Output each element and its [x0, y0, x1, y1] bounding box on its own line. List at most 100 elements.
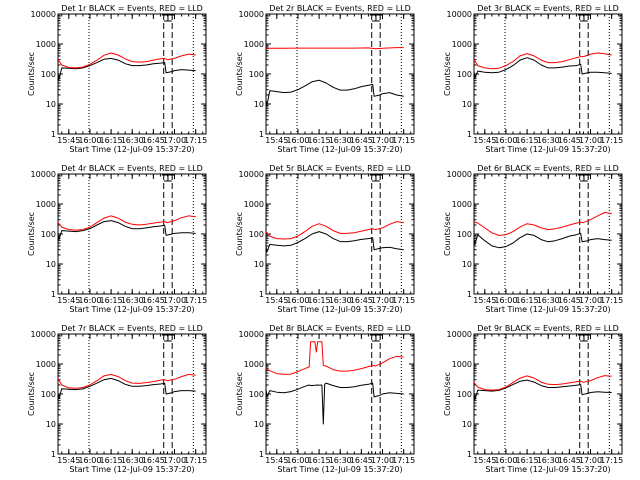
- panel-title: Det 9r BLACK = Events, RED = LLD: [477, 324, 619, 333]
- interval-marker: [161, 174, 174, 182]
- y-axis-label: Counts/sec: [27, 372, 36, 416]
- x-tick-label: 17:15: [392, 296, 415, 305]
- y-tick-label: 10000: [31, 10, 56, 19]
- events-series-line: [473, 232, 612, 249]
- x-axis-label: Start Time (12-Jul-09 15:37:20): [69, 465, 194, 474]
- lld-series-line: [57, 215, 196, 231]
- x-tick-label: 16:30: [537, 456, 560, 465]
- y-tick-label: 1: [467, 450, 472, 459]
- interval-marker: [369, 334, 382, 342]
- lld-series-line: [473, 375, 612, 391]
- y-tick-label: 10: [254, 260, 264, 269]
- events-series-line: [57, 220, 196, 241]
- x-tick-label: 16:00: [78, 296, 101, 305]
- y-tick-label: 1: [259, 130, 264, 139]
- x-tick-label: 17:15: [392, 456, 415, 465]
- events-series-line: [473, 379, 612, 401]
- x-tick-label: 16:45: [558, 296, 581, 305]
- x-tick-label: 16:15: [308, 296, 331, 305]
- x-axis-label: Start Time (12-Jul-09 15:37:20): [69, 305, 194, 314]
- plot-frame: [57, 333, 207, 455]
- lld-series-line: [473, 52, 612, 70]
- events-series-line: [265, 382, 404, 425]
- x-tick-label: 16:45: [350, 456, 373, 465]
- detector-panel: Det 3r BLACK = Events, RED = LLD 1 10 100 10…: [443, 4, 623, 154]
- y-tick-label: 10: [46, 420, 56, 429]
- x-tick-label: 16:45: [350, 296, 373, 305]
- y-tick-label: 10000: [239, 330, 264, 339]
- y-axis-label: Counts/sec: [235, 212, 244, 256]
- y-tick-label: 1000: [36, 360, 56, 369]
- y-axis-label: Counts/sec: [443, 52, 452, 96]
- x-tick-label: 17:15: [600, 136, 623, 145]
- y-tick-label: 10: [46, 100, 56, 109]
- x-tick-label: 17:15: [184, 456, 207, 465]
- panel-title: Det 1r BLACK = Events, RED = LLD: [61, 4, 203, 13]
- x-axis-label: Start Time (12-Jul-09 15:37:20): [277, 145, 402, 154]
- y-tick-label: 100: [41, 70, 56, 79]
- y-tick-label: 10000: [239, 170, 264, 179]
- plot-frame: [57, 13, 207, 135]
- lld-series-line: [57, 52, 196, 69]
- plot-frame: [473, 333, 623, 455]
- x-tick-label: 16:15: [516, 136, 539, 145]
- y-tick-label: 100: [457, 70, 472, 79]
- panel-title: Det 2r BLACK = Events, RED = LLD: [269, 4, 411, 13]
- x-tick-label: 16:45: [142, 456, 165, 465]
- interval-marker: [577, 14, 590, 22]
- x-tick-label: 16:30: [329, 296, 352, 305]
- x-tick-label: 16:30: [537, 296, 560, 305]
- lld-series-line: [265, 221, 404, 240]
- y-tick-label: 10000: [447, 10, 472, 19]
- x-axis-label: Start Time (12-Jul-09 15:37:20): [485, 145, 610, 154]
- y-tick-label: 1: [51, 130, 56, 139]
- x-tick-label: 17:00: [371, 456, 394, 465]
- y-tick-label: 1: [51, 450, 56, 459]
- y-tick-label: 10: [254, 100, 264, 109]
- y-tick-label: 10: [254, 420, 264, 429]
- y-tick-label: 1: [467, 290, 472, 299]
- y-tick-label: 10000: [447, 330, 472, 339]
- detector-panel: Det 8r BLACK = Events, RED = LLD 1 10 100 10…: [235, 324, 415, 474]
- y-tick-label: 10: [462, 420, 472, 429]
- events-series-line: [57, 377, 196, 400]
- x-tick-label: 16:30: [329, 456, 352, 465]
- x-tick-label: 16:15: [100, 296, 123, 305]
- y-axis-label: Counts/sec: [27, 52, 36, 96]
- plot-frame: [265, 173, 415, 295]
- x-tick-label: 16:45: [142, 296, 165, 305]
- y-tick-label: 10000: [447, 170, 472, 179]
- y-tick-label: 100: [41, 230, 56, 239]
- x-tick-label: 16:15: [308, 136, 331, 145]
- x-tick-label: 16:00: [494, 456, 517, 465]
- x-tick-label: 15:45: [473, 136, 496, 145]
- x-tick-label: 16:45: [558, 136, 581, 145]
- x-tick-label: 16:00: [78, 456, 101, 465]
- panel-title: Det 5r BLACK = Events, RED = LLD: [269, 164, 411, 173]
- x-tick-label: 15:45: [57, 136, 80, 145]
- x-tick-label: 16:15: [516, 456, 539, 465]
- x-axis-label: Start Time (12-Jul-09 15:37:20): [485, 465, 610, 474]
- x-tick-label: 16:30: [329, 136, 352, 145]
- x-tick-label: 16:15: [516, 296, 539, 305]
- x-tick-label: 16:15: [100, 136, 123, 145]
- detector-panel: Det 4r BLACK = Events, RED = LLD 1 10 100 10…: [27, 164, 207, 314]
- y-tick-label: 1: [259, 290, 264, 299]
- x-tick-label: 17:00: [163, 296, 186, 305]
- x-tick-label: 15:45: [473, 296, 496, 305]
- x-tick-label: 16:00: [494, 296, 517, 305]
- y-tick-label: 1000: [244, 200, 264, 209]
- x-tick-label: 17:00: [579, 136, 602, 145]
- x-tick-label: 16:00: [494, 136, 517, 145]
- y-axis-label: Counts/sec: [235, 52, 244, 96]
- x-tick-label: 17:00: [579, 456, 602, 465]
- interval-marker: [369, 14, 382, 22]
- x-axis-label: Start Time (12-Jul-09 15:37:20): [277, 465, 402, 474]
- y-tick-label: 1000: [36, 40, 56, 49]
- events-series-line: [57, 57, 196, 81]
- y-tick-label: 100: [41, 390, 56, 399]
- x-tick-label: 17:15: [184, 296, 207, 305]
- x-tick-label: 15:45: [57, 296, 80, 305]
- y-tick-label: 100: [249, 390, 264, 399]
